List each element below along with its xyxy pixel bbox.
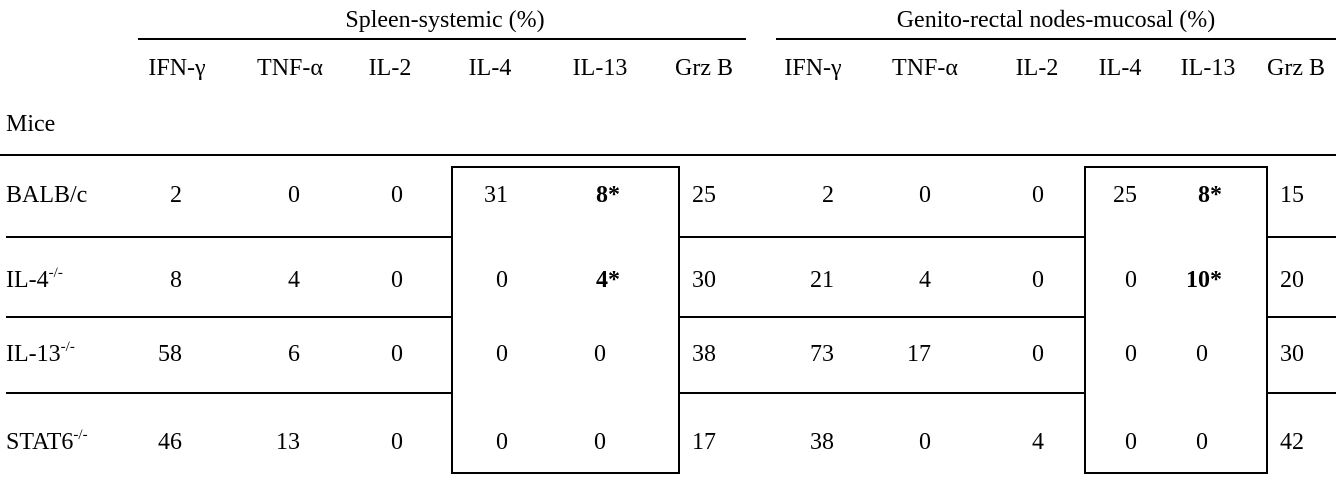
- table-cell: 46: [158, 430, 182, 454]
- table-cell: 15: [1280, 183, 1304, 207]
- table-cell: 0: [496, 268, 508, 292]
- table-cell: 0: [391, 430, 403, 454]
- group-header-spleen: Spleen-systemic (%): [345, 8, 544, 32]
- table-cell: 0: [1196, 430, 1208, 454]
- row-label-balb-c: BALB/c: [6, 183, 87, 207]
- column-header: IL-4: [1099, 56, 1142, 80]
- column-header: IL-13: [1181, 56, 1236, 80]
- row-label-stat6-knockout: STAT6-/-: [6, 430, 88, 454]
- table-cell: 4*: [596, 268, 620, 292]
- group-header-genito-rectal: Genito-rectal nodes-mucosal (%): [897, 8, 1216, 32]
- table-cell: 30: [692, 268, 716, 292]
- row-rule: [680, 392, 1084, 394]
- row-rule: [1268, 392, 1336, 394]
- header-rule: [0, 154, 1336, 156]
- table-cell: 0: [919, 183, 931, 207]
- table-cell: 0: [594, 342, 606, 366]
- spleen-il4-il13-box: [451, 166, 680, 474]
- table-cell: 17: [907, 342, 931, 366]
- column-header: IL-2: [1016, 56, 1059, 80]
- column-header: IFN-γ: [784, 56, 841, 80]
- table-cell: 8*: [596, 183, 620, 207]
- row-rule: [6, 236, 451, 238]
- table-cell: 0: [919, 430, 931, 454]
- table-cell: 0: [391, 342, 403, 366]
- table-cell: 58: [158, 342, 182, 366]
- spleen-group-rule: [138, 38, 746, 40]
- table-cell: 0: [1196, 342, 1208, 366]
- table-cell: 0: [594, 430, 606, 454]
- row-label-il13-knockout: IL-13-/-: [6, 342, 75, 366]
- column-header: Grz B: [1267, 56, 1325, 80]
- table-cell: 38: [810, 430, 834, 454]
- table-cell: 17: [692, 430, 716, 454]
- column-header: IL-13: [573, 56, 628, 80]
- table-cell: 8*: [1198, 183, 1222, 207]
- table-cell: 25: [692, 183, 716, 207]
- table-cell: 0: [1125, 342, 1137, 366]
- table-cell: 6: [288, 342, 300, 366]
- column-header: TNF-α: [892, 56, 958, 80]
- table-cell: 25: [1113, 183, 1137, 207]
- row-header-mice: Mice: [6, 112, 55, 136]
- table-cell: 10*: [1186, 268, 1222, 292]
- column-header: Grz B: [675, 56, 733, 80]
- table-cell: 42: [1280, 430, 1304, 454]
- table-cell: 0: [1032, 342, 1044, 366]
- row-rule: [680, 316, 1084, 318]
- column-header: IFN-γ: [148, 56, 205, 80]
- table-cell: 21: [810, 268, 834, 292]
- row-rule: [680, 236, 1084, 238]
- table-cell: 0: [1032, 268, 1044, 292]
- table-cell: 0: [391, 183, 403, 207]
- column-header: TNF-α: [257, 56, 323, 80]
- genito-group-rule: [776, 38, 1336, 40]
- table-cell: 0: [1125, 268, 1137, 292]
- table-cell: 38: [692, 342, 716, 366]
- row-rule: [1268, 236, 1336, 238]
- row-rule: [6, 392, 451, 394]
- table-cell: 13: [276, 430, 300, 454]
- row-label-il4-knockout: IL-4-/-: [6, 268, 63, 292]
- table-cell: 0: [496, 342, 508, 366]
- genito-il4-il13-box: [1084, 166, 1268, 474]
- table-cell: 2: [170, 183, 182, 207]
- table-cell: 2: [822, 183, 834, 207]
- table-cell: 0: [496, 430, 508, 454]
- table-cell: 31: [484, 183, 508, 207]
- column-header: IL-2: [369, 56, 412, 80]
- row-rule: [1268, 316, 1336, 318]
- table-cell: 4: [919, 268, 931, 292]
- table-cell: 8: [170, 268, 182, 292]
- table-cell: 4: [288, 268, 300, 292]
- table-cell: 73: [810, 342, 834, 366]
- column-header: IL-4: [469, 56, 512, 80]
- table-cell: 0: [1125, 430, 1137, 454]
- table-cell: 0: [1032, 183, 1044, 207]
- table-cell: 30: [1280, 342, 1304, 366]
- row-rule: [6, 316, 451, 318]
- table-cell: 20: [1280, 268, 1304, 292]
- table-cell: 0: [288, 183, 300, 207]
- table-cell: 0: [391, 268, 403, 292]
- table-cell: 4: [1032, 430, 1044, 454]
